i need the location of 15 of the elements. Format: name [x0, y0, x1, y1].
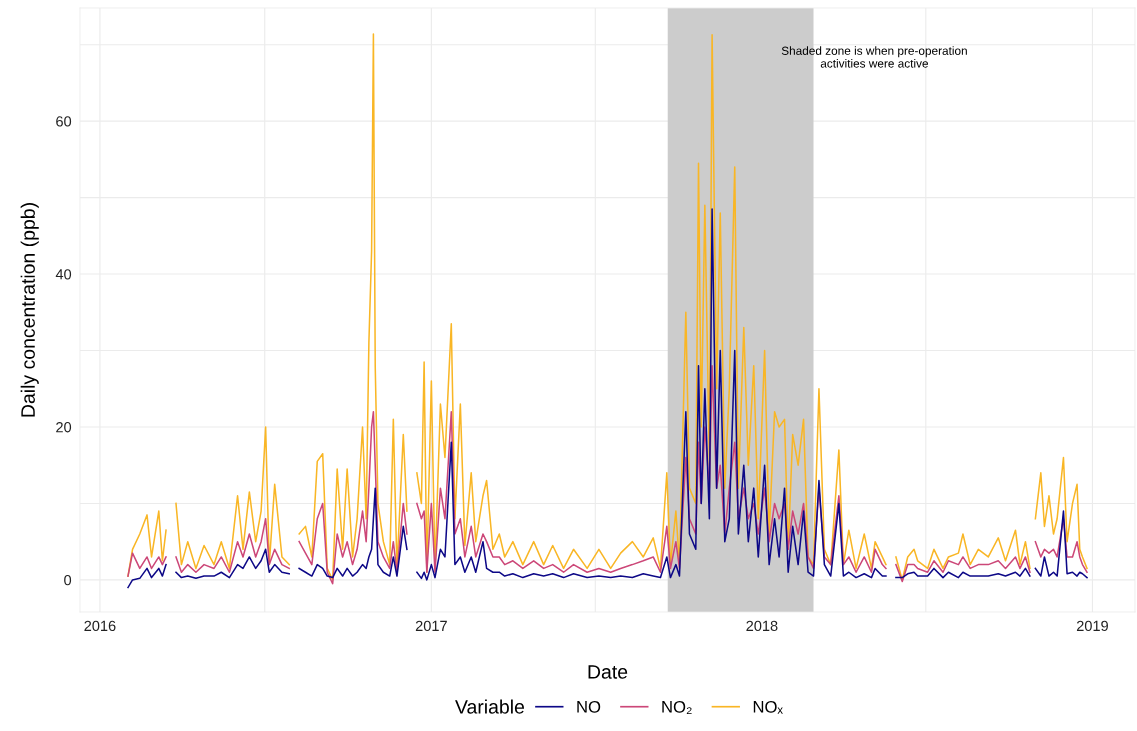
- x-tick-label: 2019: [1076, 620, 1108, 632]
- x-tick-label: 2017: [415, 620, 447, 632]
- x-tick-label: 2018: [746, 620, 778, 632]
- y-axis-title: Daily concentration (ppb): [20, 203, 39, 417]
- legend-title: Variable: [455, 699, 525, 714]
- legend-label: NO₂: [662, 700, 692, 714]
- y-tick-label: 40: [55, 269, 72, 280]
- legend-label: NOₓ: [753, 700, 783, 714]
- x-axis-title: Date: [588, 665, 628, 679]
- y-tick-label: 0: [64, 574, 72, 586]
- annotation: Shaded zone is when pre-operation activities were active: [781, 46, 967, 68]
- y-tick-label: 60: [56, 116, 72, 127]
- y-tick-label: 20: [56, 422, 72, 433]
- x-tick-label: 2016: [84, 620, 116, 632]
- legend-label: NO: [577, 700, 601, 713]
